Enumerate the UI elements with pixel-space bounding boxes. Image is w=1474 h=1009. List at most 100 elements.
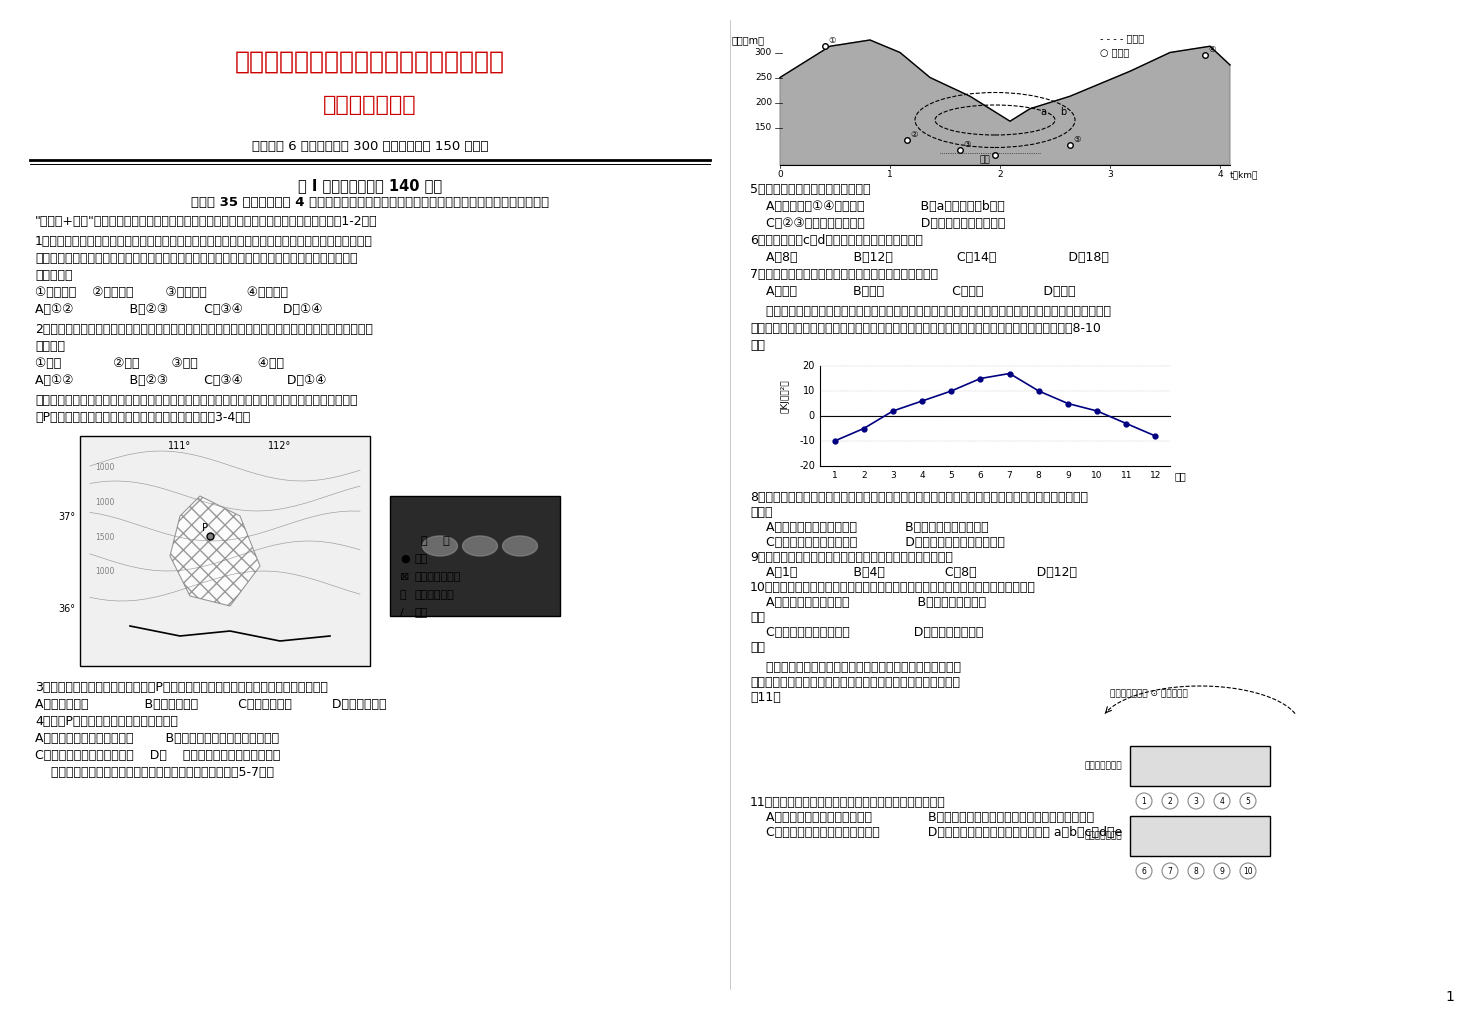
Text: C．先风力沉积，后流水沉积    D．    先岩层断裂下陷，后流水侵蚀: C．先风力沉积，后流水沉积 D． 先岩层断裂下陷，后流水侵蚀 <box>35 749 280 762</box>
Text: 3．根据该地的自然条件，推断影响P地山药生长最主要的有利因素和限制性因素分别是: 3．根据该地的自然条件，推断影响P地山药生长最主要的有利因素和限制性因素分别是 <box>35 681 327 694</box>
Text: 5: 5 <box>1246 796 1250 805</box>
Text: 进行了观察和记录。读广玉兰分布位置和太阳视运动轨迹图，完: 进行了观察和记录。读广玉兰分布位置和太阳视运动轨迹图，完 <box>750 676 960 689</box>
Text: 4: 4 <box>920 471 924 480</box>
Text: 2: 2 <box>861 471 867 480</box>
Text: 8: 8 <box>1194 867 1198 876</box>
Text: 4: 4 <box>1219 796 1225 805</box>
Text: ○ 观测点: ○ 观测点 <box>1100 47 1129 57</box>
Text: 山药自古以来被视为物美价廉的滋补佳品。山药喜光，宜在排水良好、疏松肥沃的土壤中生长。下: 山药自古以来被视为物美价廉的滋补佳品。山药喜光，宜在排水良好、疏松肥沃的土壤中生… <box>35 394 358 407</box>
Text: 优质山药分布区: 优质山药分布区 <box>416 572 461 582</box>
Bar <box>1131 816 1271 856</box>
Text: 12: 12 <box>1150 471 1162 480</box>
Text: A．①②              B．②③         C．③④          D．①④: A．①② B．②③ C．③④ D．①④ <box>35 303 323 316</box>
Text: 10: 10 <box>803 386 815 396</box>
Text: 2: 2 <box>1167 796 1172 805</box>
Text: 河流: 河流 <box>416 608 429 618</box>
Text: ⌒: ⌒ <box>399 590 407 600</box>
Text: 200: 200 <box>755 98 772 107</box>
Text: 1．若干年前，某国际著名出版商利用互联网开办网上书店，消费者订购图书后，通过第三方支付平台: 1．若干年前，某国际著名出版商利用互联网开办网上书店，消费者订购图书后，通过第三… <box>35 235 373 248</box>
Text: 宿舍楼（四层）: 宿舍楼（四层） <box>1085 831 1123 840</box>
Text: 10: 10 <box>1243 867 1253 876</box>
Text: 图P地是我国山药的原产地和主要产区之一。据此回答3-4题。: 图P地是我国山药的原产地和主要产区之一。据此回答3-4题。 <box>35 411 251 424</box>
Text: 是大气: 是大气 <box>750 506 772 519</box>
Text: 11．下列对宿舍楼前后广玉兰开花时间的描述，正确的是: 11．下列对宿舍楼前后广玉兰开花时间的描述，正确的是 <box>750 796 946 809</box>
Polygon shape <box>170 496 259 606</box>
Text: A．先岩层上升，后流水侵蚀        B．先岩层断裂下陷，后流水沉积: A．先岩层上升，后流水侵蚀 B．先岩层断裂下陷，后流水沉积 <box>35 732 279 745</box>
Bar <box>1131 746 1271 786</box>
Text: 文科综合测试题: 文科综合测试题 <box>323 95 417 115</box>
Text: 6．晴天中，图c、d两点距离最近的时间最可能是: 6．晴天中，图c、d两点距离最近的时间最可能是 <box>750 234 923 247</box>
Text: 些企业包括: 些企业包括 <box>35 269 72 282</box>
Text: C．②③处有逆温现象发生              D．江面以下沉气流为主: C．②③处有逆温现象发生 D．江面以下沉气流为主 <box>750 217 1005 230</box>
Text: 150: 150 <box>755 123 772 132</box>
Text: A．光照和降水              B．土壤和水源          C．土壤和洪涝          D．水源和水源: A．光照和降水 B．土壤和水源 C．土壤和洪涝 D．水源和水源 <box>35 698 386 711</box>
Text: /: / <box>399 608 404 618</box>
Ellipse shape <box>503 536 538 556</box>
Text: - - - - 等温线: - - - - 等温线 <box>1100 33 1144 43</box>
Text: ⑤: ⑤ <box>1073 135 1080 144</box>
Text: A．大气环流、大洋环流                 B．大洋环流、海陆: A．大气环流、大洋环流 B．大洋环流、海陆 <box>750 596 986 609</box>
Text: 第 I 卷（选择题，共 140 分）: 第 I 卷（选择题，共 140 分） <box>298 178 442 193</box>
Text: t（km）: t（km） <box>1229 170 1259 179</box>
Text: ①交通             ②人口        ③集聚               ④地价: ①交通 ②人口 ③集聚 ④地价 <box>35 357 284 370</box>
Text: 成11题: 成11题 <box>750 691 781 704</box>
Text: 海拔（m）: 海拔（m） <box>733 35 765 45</box>
Text: 7．据图推断，该日图示河谷地区最不可能发生的现象是: 7．据图推断，该日图示河谷地区最不可能发生的现象是 <box>750 268 937 281</box>
Polygon shape <box>780 40 1229 165</box>
Text: 1: 1 <box>831 471 837 480</box>
Text: -10: -10 <box>799 436 815 446</box>
Text: 分布: 分布 <box>750 611 765 624</box>
Text: a: a <box>1041 107 1047 117</box>
Text: 9．若只考虑辐射差额对气温的影响，该地气温最低的月份是: 9．若只考虑辐射差额对气温的影响，该地气温最低的月份是 <box>750 551 952 564</box>
Text: ①: ① <box>828 36 836 45</box>
Text: A．1月              B．4月               C．8月               D．12月: A．1月 B．4月 C．8月 D．12月 <box>750 566 1077 579</box>
Text: 付款即可。在网上书店购书不但方便，而且更加便宜。但网上书店也对某些企业产生不利影响，这: 付款即可。在网上书店购书不但方便，而且更加便宜。但网上书店也对某些企业产生不利影… <box>35 252 358 265</box>
Text: 20: 20 <box>803 361 815 371</box>
Text: P: P <box>202 523 208 533</box>
Text: 素主要是: 素主要是 <box>35 340 65 353</box>
Text: 6: 6 <box>977 471 983 480</box>
Text: b: b <box>1060 107 1066 117</box>
Text: 6: 6 <box>1141 867 1147 876</box>
Text: 0: 0 <box>809 411 815 421</box>
Text: C．宿舍楼北侧光热条件优于南侧            D．北侧五棵开花由早到晚的顺序为 a、b、c、d、e: C．宿舍楼北侧光热条件优于南侧 D．北侧五棵开花由早到晚的顺序为 a、b、c、d… <box>750 826 1122 839</box>
Text: 等高线（米）: 等高线（米） <box>416 590 455 600</box>
Text: 8．地一气系统内存在着能量传递与转换，传递与转换形式多样。其中能促使温室效应增强的大气过程: 8．地一气系统内存在着能量传递与转换，传递与转换形式多样。其中能促使温室效应增强… <box>750 491 1088 504</box>
Text: 8: 8 <box>1036 471 1042 480</box>
Text: 城镇: 城镇 <box>416 554 429 564</box>
Text: 36°: 36° <box>57 603 75 613</box>
Text: ①实体书店    ②实体银行        ③电信公司          ④航空公司: ①实体书店 ②实体银行 ③电信公司 ④航空公司 <box>35 286 287 299</box>
Text: A．8时              B．12时                C．14时                  D．18时: A．8时 B．12时 C．14时 D．18时 <box>750 251 1108 264</box>
Text: 4．有关P地所在地形区成因说法正确的是: 4．有关P地所在地形区成因说法正确的是 <box>35 715 178 728</box>
Text: ②: ② <box>909 130 917 139</box>
Text: 3: 3 <box>1107 170 1113 179</box>
Text: 起伏: 起伏 <box>750 641 765 654</box>
Text: ●: ● <box>399 554 410 564</box>
Text: A．夜雨              B．雾霾                 C．冻害               D．洪涝: A．夜雨 B．雾霾 C．冻害 D．洪涝 <box>750 285 1076 298</box>
Text: 300: 300 <box>755 48 772 57</box>
Text: 下图为长江河谷某地冬季某时刻等温线分布图，读图回答5-7题。: 下图为长江河谷某地冬季某时刻等温线分布图，读图回答5-7题。 <box>35 766 274 779</box>
Text: 支的差值，称为辐射差额。下图示意沿海某地多年平均辐射差额的月份分配。读图结合材料完成第8-10: 支的差值，称为辐射差额。下图示意沿海某地多年平均辐射差额的月份分配。读图结合材料… <box>750 322 1101 335</box>
Text: 37°: 37° <box>57 512 75 522</box>
Text: "互联网+商业"即电商，作为一种新业态，对传统的第三产业产生了多方面影响。据此完成1-2题。: "互联网+商业"即电商，作为一种新业态，对传统的第三产业产生了多方面影响。据此完… <box>35 215 377 228</box>
Text: 1: 1 <box>1142 796 1147 805</box>
Bar <box>80 436 370 666</box>
Text: ④: ④ <box>1209 45 1216 54</box>
Text: ③: ③ <box>963 140 970 149</box>
Bar <box>391 496 560 616</box>
Text: 某中学地理兴趣小组对其宿舍楼前后十棵广玉兰树开花时间: 某中学地理兴趣小组对其宿舍楼前后十棵广玉兰树开花时间 <box>750 661 961 674</box>
Text: 2．网上书店之所以便宜，部分原因是某些传统商业区位要素对网上书店影响变得很小，影响变小的要: 2．网上书店之所以便宜，部分原因是某些传统商业区位要素对网上书店影响变得很小，影… <box>35 323 373 336</box>
Text: A．空气质量①④两处最差              B．a处的气温比b处低: A．空气质量①④两处最差 B．a处的气温比b处低 <box>750 200 1005 213</box>
Text: 1500: 1500 <box>94 533 115 542</box>
Text: -20: -20 <box>799 461 815 471</box>
Text: A．南侧开花时间总体晚于北侧              B．南北五棵开花时间差距比北侧五棵差距更明显: A．南侧开花时间总体晚于北侧 B．南北五棵开花时间差距比北侧五棵差距更明显 <box>750 811 1094 824</box>
Text: 3: 3 <box>890 471 896 480</box>
Text: 宿舍楼（四层）: 宿舍楼（四层） <box>1085 762 1123 771</box>
Text: 1000: 1000 <box>94 567 115 576</box>
Text: A．①②              B．②③         C．③④           D．①④: A．①② B．②③ C．③④ D．①④ <box>35 374 327 387</box>
Text: 1: 1 <box>887 170 893 179</box>
Text: 2: 2 <box>998 170 1002 179</box>
Text: A．对太阳辐射的散射增强            B．射向地面的辐射增强: A．对太阳辐射的散射增强 B．射向地面的辐射增强 <box>750 521 989 534</box>
Text: 7: 7 <box>1007 471 1013 480</box>
Text: 5: 5 <box>948 471 954 480</box>
